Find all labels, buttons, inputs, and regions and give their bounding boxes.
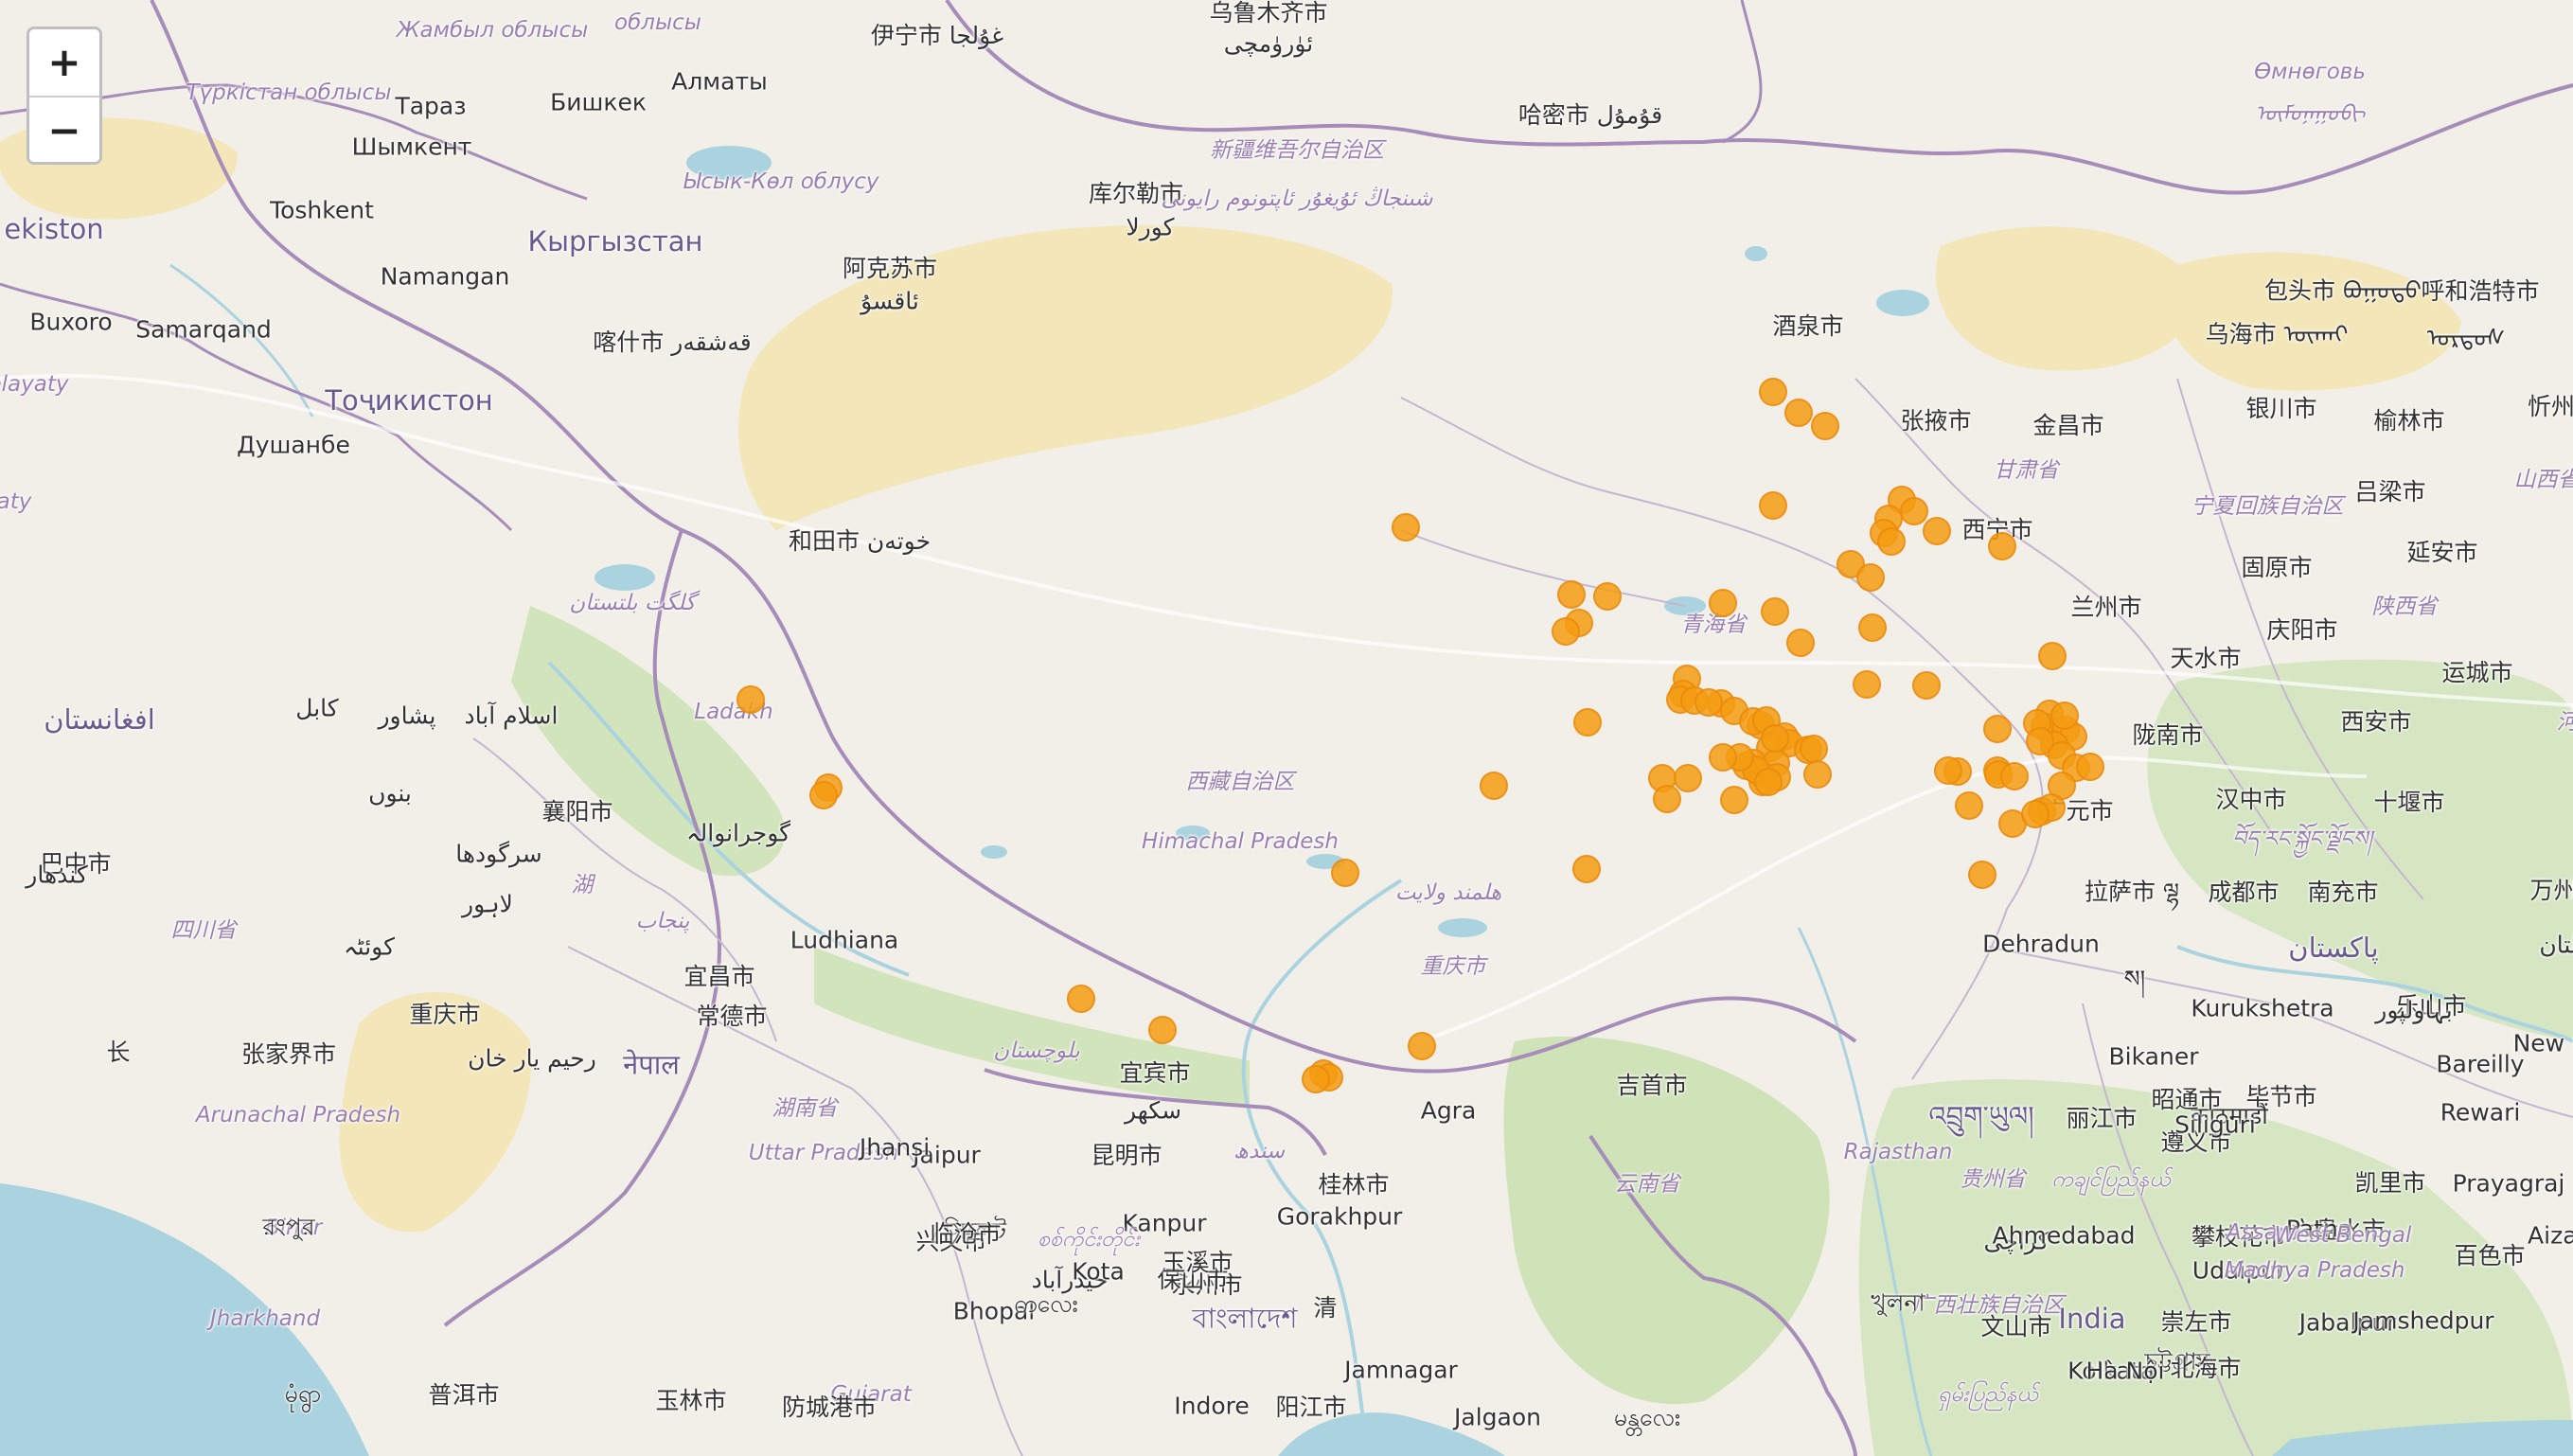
province-border	[1400, 529, 1686, 607]
circle-marker[interactable]	[1988, 532, 2016, 560]
circle-marker[interactable]	[1803, 760, 1832, 789]
circle-marker[interactable]	[1784, 399, 1813, 427]
country-border	[0, 83, 588, 201]
circle-marker[interactable]	[1759, 378, 1787, 406]
river	[2176, 945, 2573, 1043]
forest-area	[814, 947, 1250, 1108]
circle-marker[interactable]	[1709, 589, 1737, 617]
lake	[1438, 918, 1487, 937]
road	[0, 373, 2573, 707]
circle-marker[interactable]	[1934, 756, 1962, 785]
circle-marker[interactable]	[1923, 517, 1951, 545]
country-border	[984, 1068, 1327, 1156]
desert-area	[1935, 226, 2197, 371]
country-border	[1722, 0, 1763, 144]
circle-marker[interactable]	[1557, 580, 1586, 609]
circle-marker[interactable]	[1955, 791, 1983, 820]
river	[169, 263, 314, 417]
circle-marker[interactable]	[1695, 688, 1723, 717]
desert-area	[339, 991, 532, 1233]
river	[547, 661, 910, 977]
lake	[594, 564, 655, 591]
sea	[0, 1183, 369, 1456]
circle-marker[interactable]	[1593, 582, 1622, 611]
lake	[686, 146, 772, 180]
circle-marker[interactable]	[1912, 671, 1941, 700]
circle-marker[interactable]	[1720, 786, 1748, 814]
circle-marker[interactable]	[2038, 642, 2067, 670]
forest-area	[1503, 1036, 1830, 1405]
country-border	[945, 0, 2573, 195]
country-border	[0, 282, 513, 532]
circle-marker[interactable]	[1900, 497, 1928, 525]
country-border	[1588, 1134, 1857, 1456]
circle-marker[interactable]	[1067, 985, 1095, 1013]
circle-marker[interactable]	[1754, 768, 1783, 796]
lake	[1876, 290, 1929, 316]
circle-marker[interactable]	[1408, 1032, 1436, 1060]
province-border	[472, 737, 777, 1042]
lake	[981, 845, 1007, 859]
province-border	[2082, 1003, 2254, 1456]
road	[1419, 755, 2368, 1043]
circle-marker[interactable]	[1761, 724, 1789, 753]
circle-marker[interactable]	[1709, 743, 1737, 772]
river	[1241, 879, 1403, 1421]
circle-marker[interactable]	[1856, 563, 1885, 592]
circle-marker[interactable]	[1573, 708, 1602, 737]
circle-marker[interactable]	[1759, 491, 1787, 520]
circle-marker[interactable]	[1786, 629, 1815, 657]
river	[1797, 927, 1933, 1456]
circle-marker[interactable]	[1572, 855, 1601, 883]
circle-marker[interactable]	[2021, 800, 2050, 828]
circle-marker[interactable]	[1392, 513, 1420, 542]
country-border	[443, 529, 722, 1327]
lake	[1745, 246, 1767, 261]
circle-marker[interactable]	[1302, 1065, 1330, 1093]
circle-marker[interactable]	[1858, 613, 1887, 642]
province-border	[2176, 378, 2424, 900]
sea	[1278, 1412, 1505, 1456]
circle-marker[interactable]	[2050, 701, 2079, 730]
circle-marker[interactable]	[2076, 753, 2104, 781]
circle-marker[interactable]	[809, 781, 838, 809]
circle-marker[interactable]	[1800, 735, 1828, 763]
desert-area	[738, 225, 1393, 530]
forest-area	[1858, 1079, 2573, 1456]
circle-marker[interactable]	[1853, 670, 1881, 699]
circle-marker[interactable]	[1480, 772, 1508, 800]
forest-area	[2147, 659, 2573, 1041]
circle-marker[interactable]	[2000, 762, 2029, 790]
circle-marker[interactable]	[1983, 715, 2012, 743]
circle-marker[interactable]	[1552, 617, 1580, 646]
province-border	[1987, 946, 2573, 1118]
province-border	[1854, 378, 2273, 834]
circle-marker[interactable]	[1674, 764, 1702, 792]
desert-area	[2166, 252, 2461, 391]
zoom-in-button[interactable]: +	[29, 29, 99, 96]
circle-marker[interactable]	[1653, 785, 1681, 813]
zoom-control: + −	[27, 27, 102, 165]
circle-marker[interactable]	[1331, 859, 1359, 887]
province-border	[567, 946, 1023, 1456]
circle-marker[interactable]	[1877, 527, 1906, 556]
country-border	[150, 0, 1857, 1074]
zoom-out-button[interactable]: −	[29, 96, 99, 162]
circle-marker[interactable]	[1148, 1016, 1177, 1044]
circle-marker[interactable]	[1811, 412, 1839, 440]
forest-area	[511, 606, 785, 877]
lake	[1176, 826, 1210, 841]
sea	[2272, 1420, 2573, 1456]
province-border	[1400, 397, 2044, 1080]
circle-marker[interactable]	[1968, 861, 1996, 889]
circle-marker[interactable]	[1761, 597, 1789, 626]
circle-marker[interactable]	[736, 685, 765, 714]
